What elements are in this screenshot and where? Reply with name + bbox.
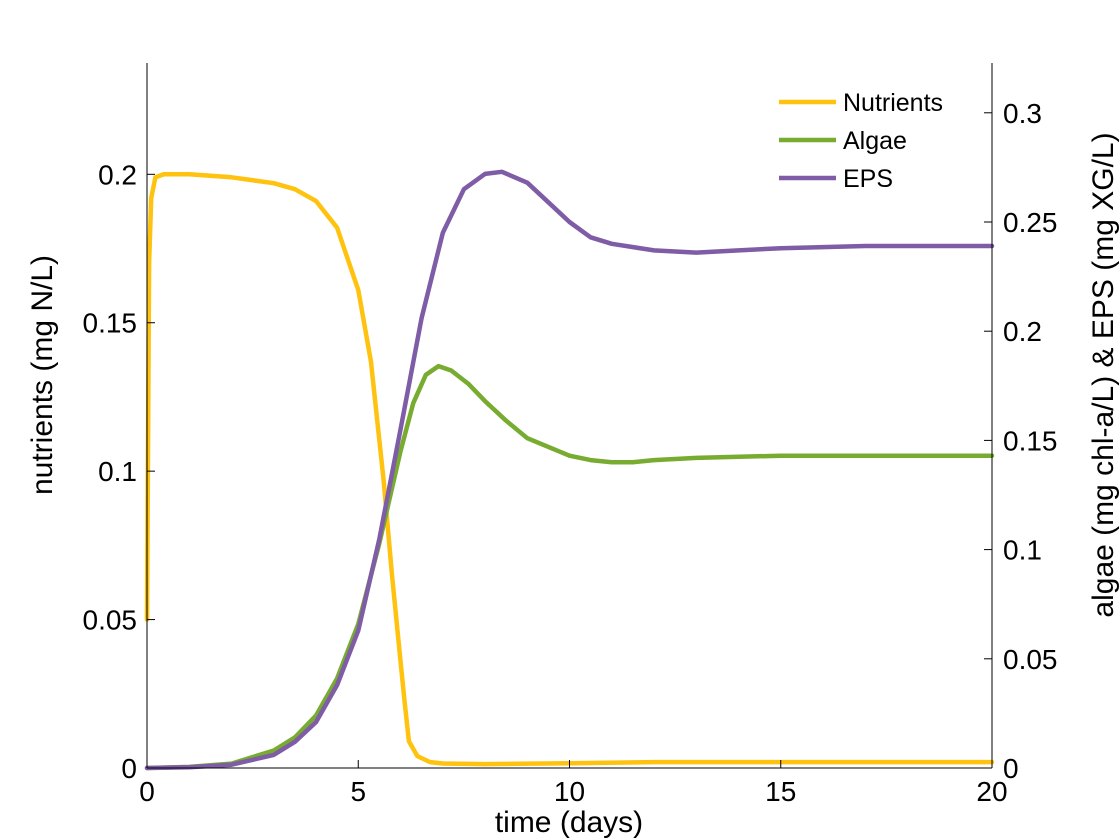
y-left-tick-label: 0 <box>121 753 137 784</box>
y-left-tick-label: 0.2 <box>98 159 137 190</box>
series-layer <box>144 169 995 771</box>
legend-label-algae: Algae <box>843 127 907 155</box>
y-right-tick-label: 0.25 <box>1003 207 1058 238</box>
series-line-algae <box>144 363 995 771</box>
y-right-tick-label: 0.3 <box>1003 98 1042 129</box>
y-left-axis-label: nutrients (mg N/L) <box>26 255 59 495</box>
y-right-tick-label: 0.05 <box>1003 644 1058 675</box>
legend-label-nutrients: Nutrients <box>843 89 943 117</box>
y-left-tick-label: 0.1 <box>98 456 137 487</box>
x-tick-label: 0 <box>139 776 155 807</box>
series-line-eps <box>144 169 995 771</box>
x-axis-label: time (days) <box>495 806 643 839</box>
legend: Nutrients Algae EPS <box>779 89 943 193</box>
y-right-tick-label: 0.15 <box>1003 425 1058 456</box>
legend-label-eps: EPS <box>843 165 893 193</box>
ticks-layer: 0 5 10 15 2000.050.10.150.200.050.10.150.20.… <box>83 98 1058 807</box>
y-right-tick-label: 0 <box>1003 753 1019 784</box>
y-right-tick-label: 0.1 <box>1003 535 1042 566</box>
y-left-tick-label: 0.15 <box>83 308 138 339</box>
x-tick-label: 15 <box>765 776 796 807</box>
x-tick-label: 5 <box>350 776 366 807</box>
series-line-nutrients <box>144 172 995 767</box>
y-left-tick-label: 0.05 <box>83 605 138 636</box>
y-right-tick-label: 0.2 <box>1003 316 1042 347</box>
y-right-axis-label: algae (mg chl-a/L) & EPS (mg XG/L) <box>1087 132 1120 617</box>
x-tick-label: 20 <box>976 776 1007 807</box>
x-tick-label: 10 <box>554 776 585 807</box>
